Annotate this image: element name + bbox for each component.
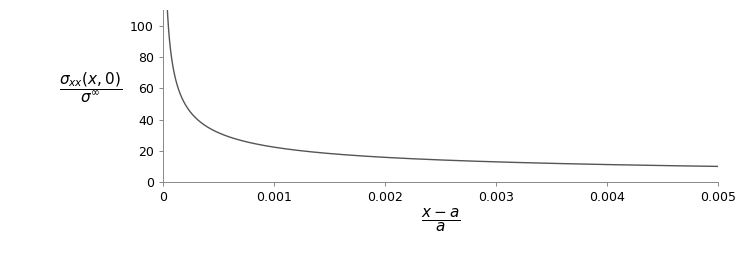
- Text: $\dfrac{\sigma_{xx}(x,0)}{\sigma^{\infty}}$: $\dfrac{\sigma_{xx}(x,0)}{\sigma^{\infty…: [59, 70, 122, 105]
- X-axis label: $\dfrac{x-a}{a}$: $\dfrac{x-a}{a}$: [420, 207, 460, 233]
